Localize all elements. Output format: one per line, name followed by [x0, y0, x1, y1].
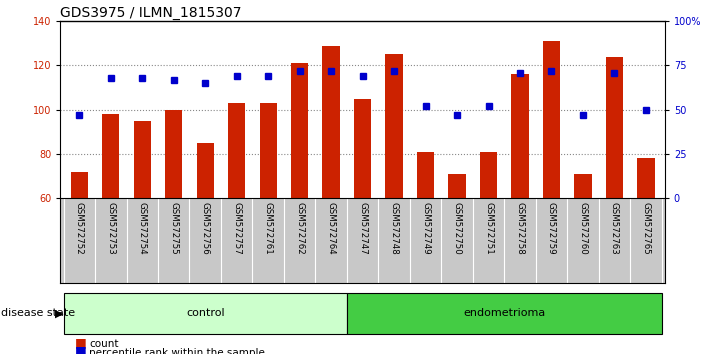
- Bar: [165, 110, 183, 198]
- Text: GSM572761: GSM572761: [264, 202, 273, 255]
- Text: ■: ■: [75, 344, 87, 354]
- Text: GSM572754: GSM572754: [138, 202, 146, 255]
- Text: percentile rank within the sample: percentile rank within the sample: [89, 348, 264, 354]
- Text: GSM572756: GSM572756: [201, 202, 210, 255]
- Text: count: count: [89, 339, 118, 349]
- Text: GSM572759: GSM572759: [547, 202, 556, 255]
- Text: GSM572751: GSM572751: [484, 202, 493, 255]
- Text: GDS3975 / ILMN_1815307: GDS3975 / ILMN_1815307: [60, 6, 242, 20]
- Text: ▶: ▶: [55, 308, 64, 318]
- Bar: [196, 143, 214, 198]
- Bar: [385, 55, 402, 198]
- Bar: [354, 99, 371, 198]
- Bar: [323, 46, 340, 198]
- Text: GSM572755: GSM572755: [169, 202, 178, 255]
- Bar: [70, 172, 88, 198]
- Bar: [574, 174, 592, 198]
- Bar: [417, 152, 434, 198]
- Bar: [480, 152, 497, 198]
- Text: GSM572760: GSM572760: [579, 202, 587, 255]
- Text: GSM572753: GSM572753: [107, 202, 115, 255]
- Text: GSM572758: GSM572758: [515, 202, 525, 255]
- Bar: [291, 63, 309, 198]
- Bar: [228, 103, 245, 198]
- Text: endometrioma: endometrioma: [463, 308, 545, 318]
- Text: disease state: disease state: [1, 308, 75, 318]
- Text: GSM572762: GSM572762: [295, 202, 304, 255]
- Bar: [102, 114, 119, 198]
- Text: ■: ■: [75, 336, 87, 349]
- Bar: [347, 292, 662, 334]
- Text: GSM572757: GSM572757: [232, 202, 241, 255]
- Bar: [606, 57, 623, 198]
- Bar: [511, 74, 529, 198]
- Bar: [449, 174, 466, 198]
- Text: control: control: [186, 308, 225, 318]
- Bar: [260, 103, 277, 198]
- Text: GSM572748: GSM572748: [390, 202, 399, 255]
- Text: GSM572764: GSM572764: [326, 202, 336, 255]
- Text: GSM572763: GSM572763: [610, 202, 619, 255]
- Bar: [63, 292, 347, 334]
- Bar: [134, 121, 151, 198]
- Text: GSM572752: GSM572752: [75, 202, 84, 255]
- Text: GSM572765: GSM572765: [641, 202, 651, 255]
- Bar: [637, 159, 655, 198]
- Text: GSM572750: GSM572750: [452, 202, 461, 255]
- Text: GSM572747: GSM572747: [358, 202, 367, 255]
- Bar: [542, 41, 560, 198]
- Text: GSM572749: GSM572749: [421, 202, 430, 255]
